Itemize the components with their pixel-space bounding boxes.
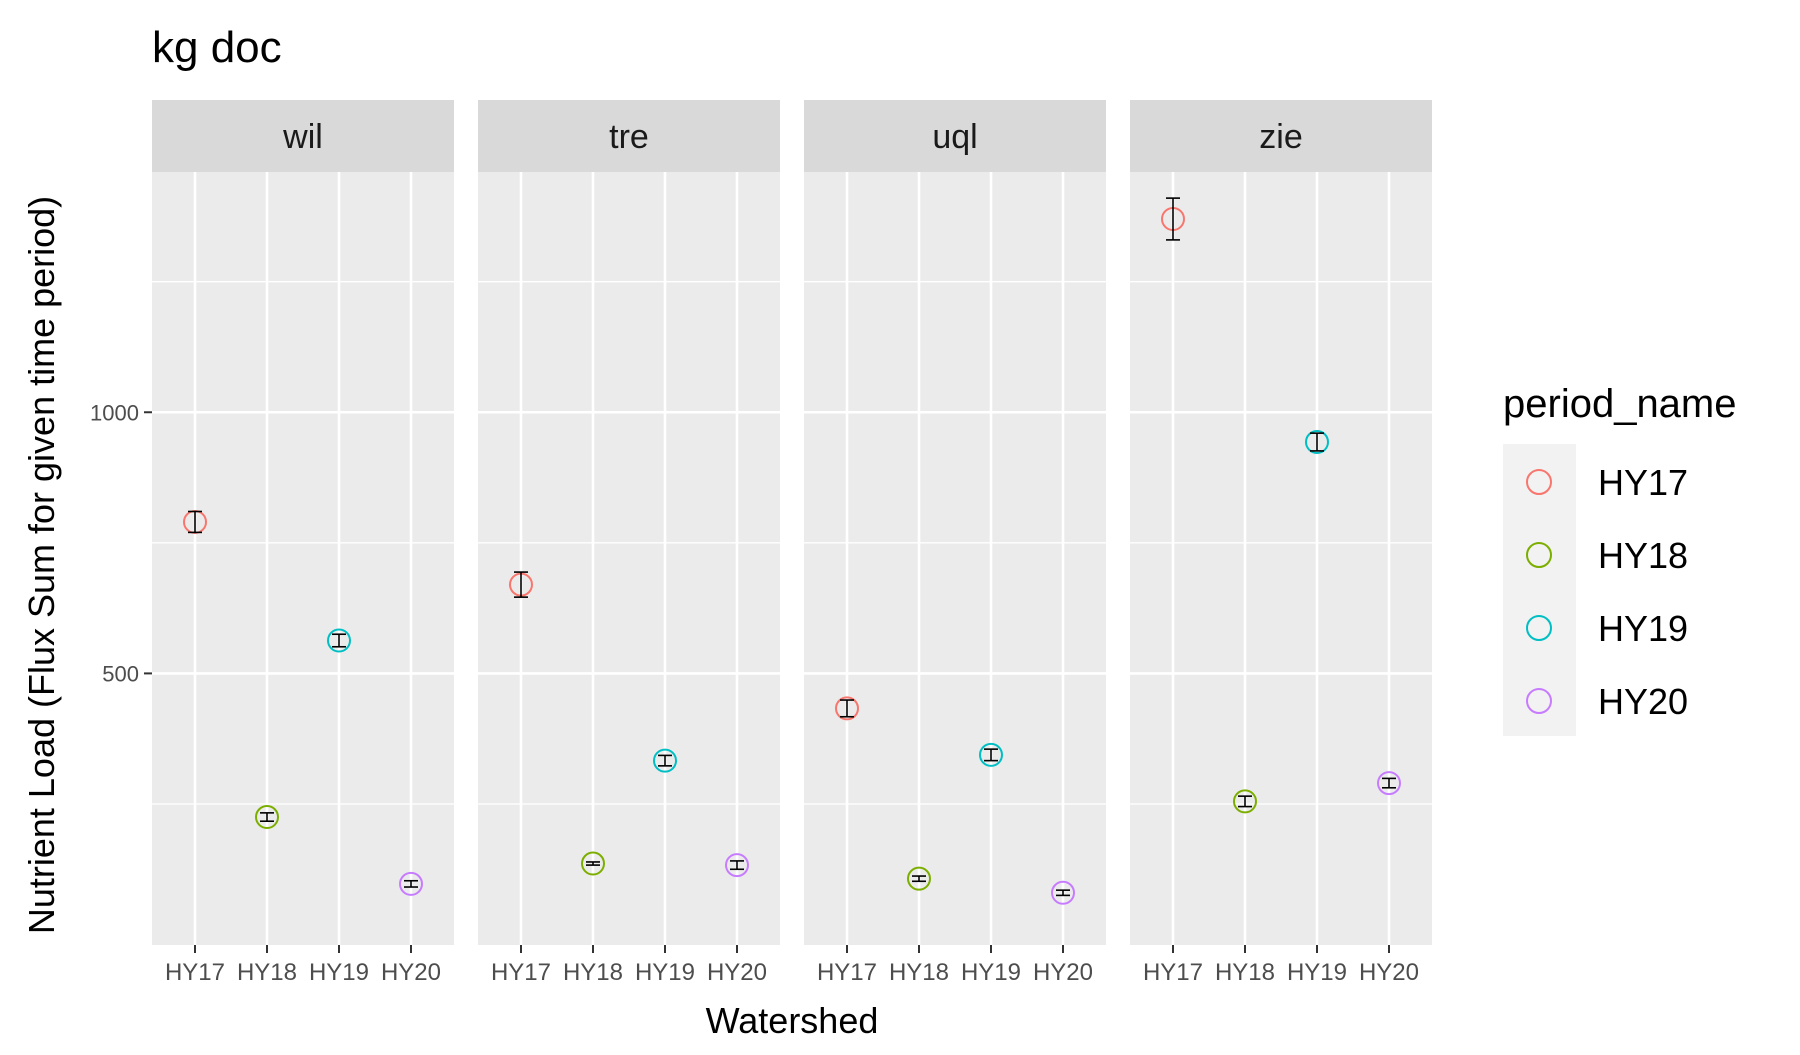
legend-entry-label: HY20: [1598, 681, 1688, 722]
data-point-marker: [1051, 880, 1075, 905]
data-point-marker: [725, 853, 749, 878]
panel-background: [1130, 172, 1432, 945]
legend-entry-HY17: HY17: [1526, 462, 1688, 503]
facet-strip-label: tre: [609, 118, 649, 156]
legend-entry-label: HY19: [1598, 608, 1688, 649]
x-tick-label: HY18: [237, 959, 297, 986]
x-tick-label: HY17: [491, 959, 551, 986]
data-point-uql-HY18: [907, 866, 931, 891]
legend-entry-HY20: HY20: [1526, 681, 1688, 722]
data-point-marker: [979, 742, 1003, 767]
legend-entry-HY19: HY19: [1526, 608, 1688, 649]
facet-strip-label: uql: [932, 118, 977, 156]
data-point-marker: [1305, 430, 1329, 455]
legend-key-marker: [1526, 469, 1552, 495]
chart-title: kg doc: [152, 23, 282, 72]
x-tick-label: HY18: [563, 959, 623, 986]
data-point-wil-HY18: [255, 805, 279, 830]
x-tick-label: HY20: [707, 959, 767, 986]
y-axis: 500 1000: [90, 400, 152, 686]
legend-entry-HY18: HY18: [1526, 535, 1688, 576]
data-point-marker: [653, 748, 677, 773]
facet-panel-uql: uql HY17 HY18 HY19 HY20: [804, 100, 1106, 986]
legend-key-marker: [1526, 688, 1552, 714]
data-point-tre-HY19: [653, 748, 677, 773]
legend-entries: HY17 HY18 HY19 HY20: [1526, 462, 1688, 722]
data-point-marker: [581, 851, 605, 876]
facet-strip: [152, 100, 454, 172]
y-tick-label: 1000: [90, 400, 139, 425]
legend: period_name HY17 HY18 HY19 HY20: [1503, 382, 1737, 736]
x-tick-label: HY20: [1359, 959, 1419, 986]
data-point-tre-HY17: [509, 571, 533, 598]
x-tick-label: HY18: [889, 959, 949, 986]
panel-background: [478, 172, 780, 945]
data-point-zie-HY20: [1377, 771, 1401, 796]
y-tick-label: 500: [102, 661, 139, 686]
data-point-uql-HY20: [1051, 880, 1075, 905]
data-point-uql-HY19: [979, 742, 1003, 767]
data-point-zie-HY19: [1305, 430, 1329, 455]
facet-panel-zie: zie HY17 HY18 HY19 HY20: [1130, 100, 1432, 986]
x-tick-label: HY17: [817, 959, 877, 986]
data-point-marker: [907, 866, 931, 891]
legend-entry-label: HY17: [1598, 462, 1688, 503]
facet-strip: [1130, 100, 1432, 172]
x-tick-label: HY17: [1143, 959, 1203, 986]
x-axis-label: Watershed: [706, 1000, 879, 1041]
data-point-wil-HY20: [399, 871, 423, 896]
legend-key-marker: [1526, 542, 1552, 568]
data-point-marker: [255, 805, 279, 830]
data-point-wil-HY17: [183, 509, 207, 534]
data-point-marker: [1377, 771, 1401, 796]
data-point-uql-HY17: [835, 696, 859, 721]
y-axis-label: Nutrient Load (Flux Sum for given time p…: [21, 196, 62, 934]
data-point-wil-HY19: [327, 628, 351, 653]
facet-strip-label: zie: [1259, 118, 1302, 156]
facet-panel-wil: wil HY17 HY18 HY19 HY20: [152, 100, 454, 986]
x-tick-label: HY19: [961, 959, 1021, 986]
x-tick-label: HY20: [1033, 959, 1093, 986]
data-point-marker: [1233, 789, 1257, 814]
data-point-marker: [835, 696, 859, 721]
data-point-tre-HY20: [725, 853, 749, 878]
x-tick-label: HY19: [1287, 959, 1347, 986]
x-tick-label: HY20: [381, 959, 441, 986]
x-tick-label: HY18: [1215, 959, 1275, 986]
facet-panel-tre: tre HY17 HY18 HY19 HY20: [478, 100, 780, 986]
data-point-zie-HY17: [1161, 197, 1185, 241]
legend-entry-label: HY18: [1598, 535, 1688, 576]
facet-strip-label: wil: [282, 118, 323, 156]
panel-background: [152, 172, 454, 945]
x-tick-label: HY19: [309, 959, 369, 986]
data-point-marker: [327, 628, 351, 653]
facet-strip: [478, 100, 780, 172]
legend-title: period_name: [1503, 382, 1737, 426]
data-point-zie-HY18: [1233, 789, 1257, 814]
x-tick-label: HY17: [165, 959, 225, 986]
x-tick-label: HY19: [635, 959, 695, 986]
data-point-marker: [399, 871, 423, 896]
legend-key-marker: [1526, 615, 1552, 641]
data-point-tre-HY18: [581, 851, 605, 876]
panel-background: [804, 172, 1106, 945]
facet-strip: [804, 100, 1106, 172]
legend-key-background: [1503, 444, 1576, 736]
